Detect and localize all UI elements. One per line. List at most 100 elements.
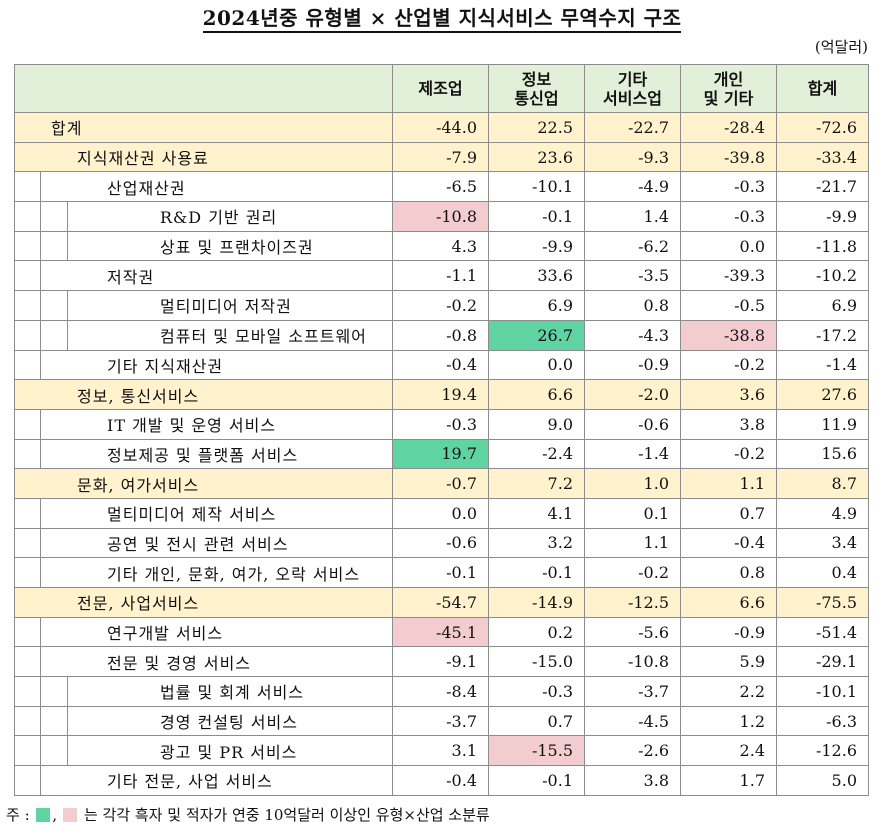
value-cell: -6.5 — [392, 171, 489, 202]
value-cell: -2.4 — [488, 438, 585, 469]
row-label: 정보제공 및 플랫폼 서비스 — [107, 445, 299, 465]
row-label-cell: 합계 — [14, 112, 393, 143]
row-label: 연구개발 서비스 — [107, 624, 224, 644]
value-cell: 23.6 — [488, 141, 585, 172]
row-label-cell: 멀티미디어 저작권 — [14, 290, 393, 321]
footnote: 주 : , 는 각각 흑자 및 적자가 연중 10억달러 이상인 유형×산업 소… — [6, 804, 490, 825]
table-body: 합계 -44.0 22.5 -22.7 -28.4 -72.6 지식재산권 사용료 -7.9 2… — [14, 112, 869, 796]
value-cell: -6.2 — [584, 230, 681, 261]
value-cell: -5.6 — [584, 616, 681, 647]
value-cell: -0.1 — [488, 557, 585, 588]
value-cell: -0.9 — [680, 616, 777, 647]
value-cell: 33.6 — [488, 260, 585, 291]
tree-guide-line — [67, 230, 68, 262]
value-cell: 0.4 — [776, 557, 869, 588]
value-cell: 0.8 — [680, 557, 777, 588]
table-row: R&D 기반 권리 -10.8 -0.1 1.4 -0.3 -9.9 — [14, 201, 869, 232]
value-cell: -4.5 — [584, 705, 681, 736]
value-cell: -33.4 — [776, 141, 869, 172]
table-row: 정보, 통신서비스 19.4 6.6 -2.0 3.6 27.6 — [14, 379, 869, 410]
row-label: 정보, 통신서비스 — [77, 386, 200, 406]
table-row: 기타 지식재산권 -0.4 0.0 -0.9 -0.2 -1.4 — [14, 349, 869, 381]
value-cell: 3.2 — [488, 527, 585, 558]
value-cell: 9.0 — [488, 408, 585, 440]
note-text: 는 각각 흑자 및 적자가 연중 10억달러 이상인 유형×산업 소분류 — [79, 806, 490, 824]
table-row: 멀티미디어 제작 서비스 0.0 4.1 0.1 0.7 4.9 — [14, 497, 869, 529]
tree-guide-line — [67, 676, 68, 707]
row-label-cell: 문화, 여가서비스 — [14, 468, 393, 499]
row-label: 멀티미디어 제작 서비스 — [107, 505, 277, 525]
value-cell: -1.4 — [776, 349, 869, 380]
row-label-cell: 법률 및 회계 서비스 — [14, 676, 393, 707]
value-cell: -9.3 — [584, 141, 681, 172]
table-header-row: 제조업 정보 통신업 기타 서비스업 개인 및 기타 합계 — [14, 64, 869, 113]
col-header: 합계 — [776, 64, 869, 113]
value-cell: -2.6 — [584, 735, 681, 766]
value-cell: 7.2 — [488, 468, 585, 499]
table-row: IT 개발 및 운영 서비스 -0.3 9.0 -0.6 3.8 11.9 — [14, 408, 869, 440]
row-label-cell: 기타 지식재산권 — [14, 349, 393, 381]
table-row: 공연 및 전시 관련 서비스 -0.6 3.2 1.1 -0.4 3.4 — [14, 527, 869, 559]
tree-guide-line — [67, 735, 68, 767]
table-row: 법률 및 회계 서비스 -8.4 -0.3 -3.7 2.2 -10.1 — [14, 676, 869, 707]
value-cell: 0.1 — [584, 497, 681, 529]
note-prefix: 주 : — [6, 806, 35, 824]
row-label-cell: 상표 및 프랜차이즈권 — [14, 230, 393, 262]
value-cell: -29.1 — [776, 646, 869, 677]
table-row: 기타 개인, 문화, 여가, 오락 서비스 -0.1 -0.1 -0.2 0.8 0.4 — [14, 557, 869, 588]
row-label-cell: 공연 및 전시 관련 서비스 — [14, 527, 393, 559]
row-label-cell: R&D 기반 권리 — [14, 201, 393, 232]
row-label-cell: 컴퓨터 및 모바일 소프트웨어 — [14, 319, 393, 351]
row-label-cell: 전문, 사업서비스 — [14, 587, 393, 618]
row-label-cell: 지식재산권 사용료 — [14, 141, 393, 172]
value-cell: 2.4 — [680, 735, 777, 766]
value-cell: 3.1 — [392, 735, 489, 766]
table-row: 산업재산권 -6.5 -10.1 -4.9 -0.3 -21.7 — [14, 171, 869, 203]
value-cell: -0.3 — [680, 201, 777, 232]
value-cell: -9.1 — [392, 646, 489, 677]
value-cell: 3.6 — [680, 379, 777, 410]
value-cell: 5.9 — [680, 646, 777, 677]
value-cell: 4.9 — [776, 497, 869, 529]
value-cell: -1.1 — [392, 260, 489, 291]
row-label-cell: 멀티미디어 제작 서비스 — [14, 497, 393, 529]
value-cell: -9.9 — [488, 230, 585, 261]
value-cell: -3.7 — [584, 676, 681, 707]
row-label-cell: 산업재산권 — [14, 171, 393, 203]
value-cell: 19.4 — [392, 379, 489, 410]
value-cell: -15.5 — [488, 735, 585, 766]
value-cell: -8.4 — [392, 676, 489, 707]
value-cell: 15.6 — [776, 438, 869, 469]
value-cell: -0.4 — [680, 527, 777, 558]
row-label-cell: 저작권 — [14, 260, 393, 292]
table-row: 저작권 -1.1 33.6 -3.5 -39.3 -10.2 — [14, 260, 869, 292]
table-row: 기타 전문, 사업 서비스 -0.4 -0.1 3.8 1.7 5.0 — [14, 765, 869, 796]
row-label-cell: 연구개발 서비스 — [14, 616, 393, 648]
tree-guide-line — [40, 765, 41, 796]
tree-guide-line — [67, 201, 68, 232]
tree-guide-line — [40, 260, 41, 292]
value-cell: 3.8 — [584, 765, 681, 796]
value-cell: -17.2 — [776, 319, 869, 350]
table-row: 지식재산권 사용료 -7.9 23.6 -9.3 -39.8 -33.4 — [14, 141, 869, 172]
value-cell: 4.3 — [392, 230, 489, 261]
value-cell: -0.2 — [680, 438, 777, 469]
value-cell: 19.7 — [392, 438, 489, 469]
value-cell: -0.2 — [392, 290, 489, 321]
value-cell: -0.6 — [584, 408, 681, 440]
value-cell: -9.9 — [776, 201, 869, 232]
value-cell: -0.3 — [488, 676, 585, 707]
value-cell: -0.5 — [680, 290, 777, 321]
row-label: 저작권 — [107, 267, 155, 287]
tree-guide-line — [67, 319, 68, 351]
value-cell: -54.7 — [392, 587, 489, 618]
row-label: 기타 전문, 사업 서비스 — [107, 772, 273, 792]
note-sep: , — [52, 805, 58, 824]
value-cell: 6.6 — [680, 587, 777, 618]
row-label-cell: 정보제공 및 플랫폼 서비스 — [14, 438, 393, 470]
table-row: 멀티미디어 저작권 -0.2 6.9 0.8 -0.5 6.9 — [14, 290, 869, 321]
tree-guide-line — [40, 616, 41, 648]
value-cell: 6.9 — [776, 290, 869, 321]
row-label: IT 개발 및 운영 서비스 — [107, 416, 277, 436]
tree-guide-line — [40, 497, 41, 529]
